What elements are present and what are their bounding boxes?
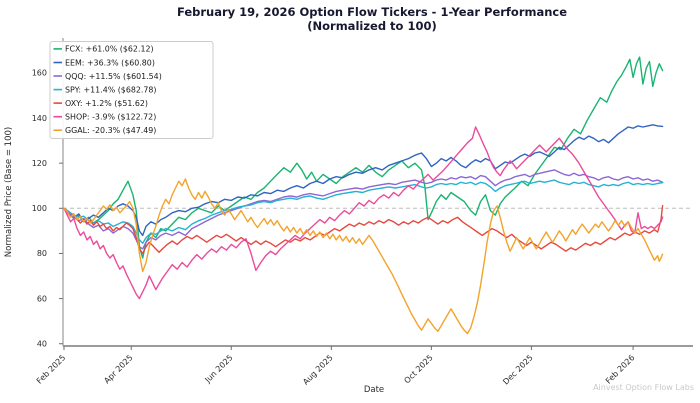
legend-item-ggal: GGAL: -20.3% ($47.49) [53,126,156,135]
series-line-eem [63,124,664,237]
series-line-fcx [63,56,664,259]
series-line-qqq [63,169,664,250]
watermark: Ainvest Option Flow Labs [593,383,694,392]
y-tick-label: 60 [37,294,47,303]
legend-label-ggal: GGAL: -20.3% ($47.49) [65,126,156,135]
legend-label-fcx: FCX: +61.0% ($62.12) [65,45,154,54]
x-tick-label: Aug 2025 [301,353,335,387]
series-line-ggal [63,178,664,335]
legend-label-qqq: QQQ: +11.5% ($601.54) [65,72,162,81]
x-tick-label: Dec 2025 [501,353,535,387]
y-tick-label: 160 [32,69,47,78]
legend-item-fcx: FCX: +61.0% ($62.12) [53,45,154,54]
legend-label-spy: SPY: +11.4% ($682.78) [65,85,157,94]
y-tick-label: 120 [32,159,47,168]
series-line-oxy [63,204,664,255]
legend-item-oxy: OXY: +1.2% ($51.62) [53,99,148,108]
y-tick-label: 80 [37,249,47,258]
legend-item-shop: SHOP: -3.9% ($122.72) [53,113,156,122]
chart-title-line1: February 19, 2026 Option Flow Tickers - … [177,5,567,19]
legend-item-qqq: QQQ: +11.5% ($601.54) [53,72,162,81]
series-line-spy [63,179,664,245]
y-tick-label: 100 [32,204,47,213]
legend-label-oxy: OXY: +1.2% ($51.62) [65,99,148,108]
x-tick-label: Apr 2025 [102,353,134,385]
legend-label-eem: EEM: +36.3% ($60.80) [65,58,155,67]
y-tick-label: 140 [32,114,47,123]
chart-title-line2: (Normalized to 100) [307,19,436,33]
legend-box [49,41,214,139]
legend: FCX: +61.0% ($62.12) EEM: +36.3% ($60.80… [49,41,214,139]
legend-item-eem: EEM: +36.3% ($60.80) [53,58,155,67]
x-tick-label: Feb 2026 [604,353,637,386]
x-tick-label: Feb 2025 [35,353,68,386]
y-axis-label: Normalized Price (Base = 100) [4,127,14,257]
x-tick-label: Jun 2025 [203,353,235,385]
legend-label-shop: SHOP: -3.9% ($122.72) [65,113,156,122]
y-tick-label: 40 [37,340,47,349]
x-axis-label: Date [364,385,384,395]
x-tick-label: Oct 2025 [402,353,434,385]
series-line-shop [63,126,664,300]
legend-item-spy: SPY: +11.4% ($682.78) [53,85,157,94]
